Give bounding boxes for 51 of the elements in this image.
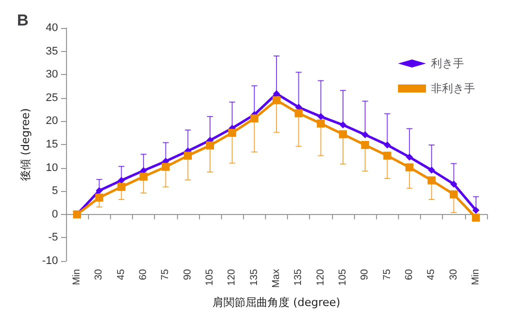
x-tick-label: 75 <box>382 268 393 280</box>
x-tick-label: 60 <box>138 268 150 280</box>
x-tick-label: 105 <box>204 268 216 286</box>
x-tick-label: 135 <box>248 268 260 286</box>
y-tick-label: 5 <box>52 185 58 198</box>
point <box>450 190 458 198</box>
y-tick-label: 0 <box>52 208 58 220</box>
legend-label: 利き手 <box>431 57 464 70</box>
y-tick-label: -10 <box>42 255 58 267</box>
point <box>317 113 324 120</box>
x-tick-label: 30 <box>94 268 105 280</box>
x-tick-label: 30 <box>448 268 460 280</box>
point <box>95 194 104 202</box>
point <box>405 163 414 172</box>
x-tick-label: 90 <box>360 268 371 280</box>
x-axis-title: 肩関節屈曲角度 (degree) <box>212 296 340 309</box>
y-tick-label: 35 <box>46 45 58 58</box>
legend-label: 非利き手 <box>431 82 475 95</box>
point <box>338 130 347 138</box>
x-tick-label: 45 <box>116 268 127 280</box>
point <box>428 176 436 184</box>
point <box>117 182 126 191</box>
y-tick-label: 20 <box>46 115 58 128</box>
point <box>383 152 392 160</box>
x-tick-label: 135 <box>293 268 304 286</box>
y-tick-label: 40 <box>46 22 58 34</box>
point <box>294 109 303 118</box>
y-tick-label: 15 <box>46 138 58 150</box>
y-axis-title: 後傾 (degree) <box>19 108 32 181</box>
point <box>472 214 480 222</box>
point <box>184 152 192 160</box>
point <box>272 96 280 104</box>
y-tick-label: 25 <box>46 92 58 104</box>
point <box>361 140 370 149</box>
y-tick-label: -5 <box>48 232 58 244</box>
y-tick-label: 10 <box>46 162 58 174</box>
point <box>339 121 346 128</box>
x-tick-label: Min <box>72 269 83 286</box>
x-tick-label: Min <box>470 269 482 286</box>
x-tick-label: 60 <box>404 268 415 280</box>
y-tick-label: 30 <box>46 68 58 81</box>
x-tick-label: 105 <box>337 268 348 286</box>
x-tick-label: 75 <box>160 268 172 280</box>
x-tick-label: 45 <box>426 268 438 280</box>
chart-title: B <box>17 12 29 30</box>
x-tick-label: 120 <box>226 268 238 286</box>
x-tick-label: 120 <box>315 268 326 286</box>
x-tick-label: 90 <box>182 268 194 280</box>
point <box>316 120 325 128</box>
point <box>140 172 148 181</box>
x-tick-label: Max <box>271 269 282 288</box>
